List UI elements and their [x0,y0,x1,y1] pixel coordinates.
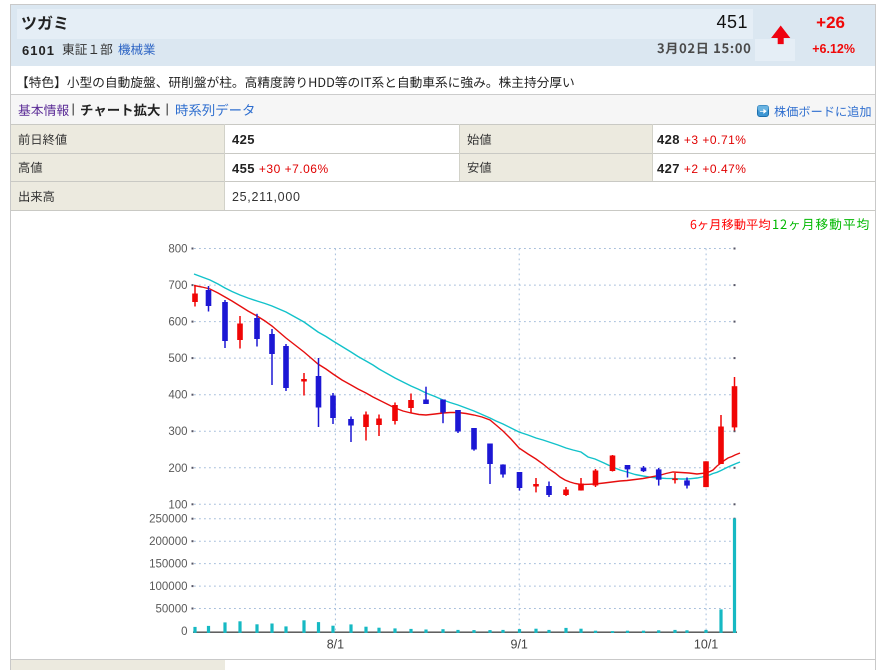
svg-text:50000: 50000 [156,604,188,616]
svg-text:100000: 100000 [149,581,187,593]
svg-text:700: 700 [168,280,187,292]
svg-text:8/1: 8/1 [327,638,344,652]
svg-text:9/1: 9/1 [511,638,528,652]
svg-text:250000: 250000 [149,514,187,526]
svg-text:800: 800 [168,244,187,256]
svg-text:200000: 200000 [149,536,187,548]
svg-text:600: 600 [168,317,187,329]
svg-text:400: 400 [168,390,187,402]
svg-text:0: 0 [181,626,187,638]
svg-text:10/1: 10/1 [694,638,718,652]
svg-text:200: 200 [168,463,187,475]
svg-text:150000: 150000 [149,559,187,571]
svg-text:100: 100 [168,499,187,511]
svg-text:500: 500 [168,353,187,365]
svg-text:300: 300 [168,426,187,438]
